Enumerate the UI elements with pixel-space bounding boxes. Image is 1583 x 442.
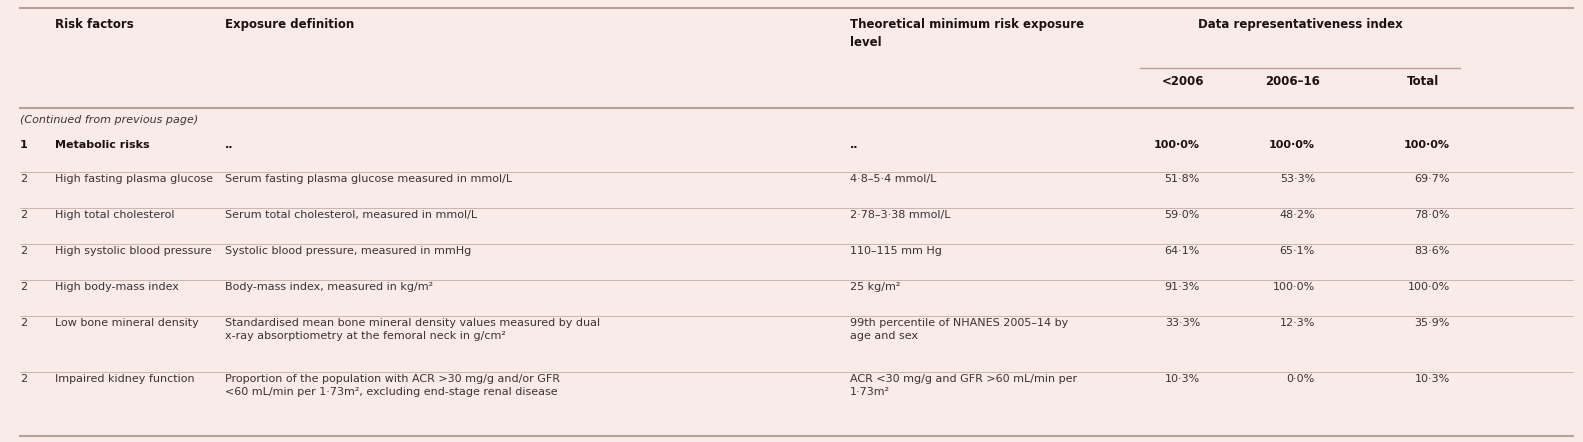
Text: 83·6%: 83·6%	[1415, 246, 1450, 256]
Text: ..: ..	[225, 140, 234, 150]
Text: Serum total cholesterol, measured in mmol/L: Serum total cholesterol, measured in mmo…	[225, 210, 476, 220]
Text: Theoretical minimum risk exposure
level: Theoretical minimum risk exposure level	[850, 18, 1084, 49]
Text: 51·8%: 51·8%	[1165, 174, 1200, 184]
Text: Risk factors: Risk factors	[55, 18, 133, 31]
Text: Total: Total	[1407, 75, 1439, 88]
Text: 2: 2	[21, 374, 27, 384]
Text: Systolic blood pressure, measured in mmHg: Systolic blood pressure, measured in mmH…	[225, 246, 472, 256]
Text: High systolic blood pressure: High systolic blood pressure	[55, 246, 212, 256]
Text: 2: 2	[21, 210, 27, 220]
Text: High fasting plasma glucose: High fasting plasma glucose	[55, 174, 214, 184]
Text: 33·3%: 33·3%	[1165, 318, 1200, 328]
Text: 100·0%: 100·0%	[1273, 282, 1315, 292]
Text: ..: ..	[850, 140, 858, 150]
Text: Low bone mineral density: Low bone mineral density	[55, 318, 199, 328]
Text: <2006: <2006	[1162, 75, 1205, 88]
Text: 100·0%: 100·0%	[1154, 140, 1200, 150]
Text: Standardised mean bone mineral density values measured by dual
x-ray absorptiome: Standardised mean bone mineral density v…	[225, 318, 600, 341]
Text: 59·0%: 59·0%	[1165, 210, 1200, 220]
Text: (Continued from previous page): (Continued from previous page)	[21, 115, 198, 125]
Text: 110–115 mm Hg: 110–115 mm Hg	[850, 246, 942, 256]
Text: ACR <30 mg/g and GFR >60 mL/min per
1·73m²: ACR <30 mg/g and GFR >60 mL/min per 1·73…	[850, 374, 1076, 397]
Text: High total cholesterol: High total cholesterol	[55, 210, 174, 220]
Text: 2: 2	[21, 174, 27, 184]
Text: 100·0%: 100·0%	[1407, 282, 1450, 292]
Text: Metabolic risks: Metabolic risks	[55, 140, 150, 150]
Text: 25 kg/m²: 25 kg/m²	[850, 282, 901, 292]
Text: 2: 2	[21, 318, 27, 328]
Text: Body-mass index, measured in kg/m²: Body-mass index, measured in kg/m²	[225, 282, 434, 292]
Text: 12·3%: 12·3%	[1279, 318, 1315, 328]
Text: 1: 1	[21, 140, 28, 150]
Text: 2·78–3·38 mmol/L: 2·78–3·38 mmol/L	[850, 210, 950, 220]
Text: Data representativeness index: Data representativeness index	[1198, 18, 1403, 31]
Text: 10·3%: 10·3%	[1165, 374, 1200, 384]
Text: 35·9%: 35·9%	[1415, 318, 1450, 328]
Text: 91·3%: 91·3%	[1165, 282, 1200, 292]
Text: Exposure definition: Exposure definition	[225, 18, 355, 31]
Text: 65·1%: 65·1%	[1279, 246, 1315, 256]
Text: 0·0%: 0·0%	[1287, 374, 1315, 384]
Text: Proportion of the population with ACR >30 mg/g and/or GFR
<60 mL/min per 1·73m²,: Proportion of the population with ACR >3…	[225, 374, 560, 397]
Text: Impaired kidney function: Impaired kidney function	[55, 374, 195, 384]
Text: 64·1%: 64·1%	[1165, 246, 1200, 256]
Text: 78·0%: 78·0%	[1415, 210, 1450, 220]
Text: 69·7%: 69·7%	[1415, 174, 1450, 184]
Text: 2: 2	[21, 246, 27, 256]
Text: Serum fasting plasma glucose measured in mmol/L: Serum fasting plasma glucose measured in…	[225, 174, 513, 184]
Text: 53·3%: 53·3%	[1279, 174, 1315, 184]
Text: High body-mass index: High body-mass index	[55, 282, 179, 292]
Text: 100·0%: 100·0%	[1270, 140, 1315, 150]
Text: 48·2%: 48·2%	[1279, 210, 1315, 220]
Text: 10·3%: 10·3%	[1415, 374, 1450, 384]
Text: 2006–16: 2006–16	[1265, 75, 1320, 88]
Text: 2: 2	[21, 282, 27, 292]
Text: 99th percentile of NHANES 2005–14 by
age and sex: 99th percentile of NHANES 2005–14 by age…	[850, 318, 1069, 341]
Text: 100·0%: 100·0%	[1404, 140, 1450, 150]
Text: 4·8–5·4 mmol/L: 4·8–5·4 mmol/L	[850, 174, 937, 184]
